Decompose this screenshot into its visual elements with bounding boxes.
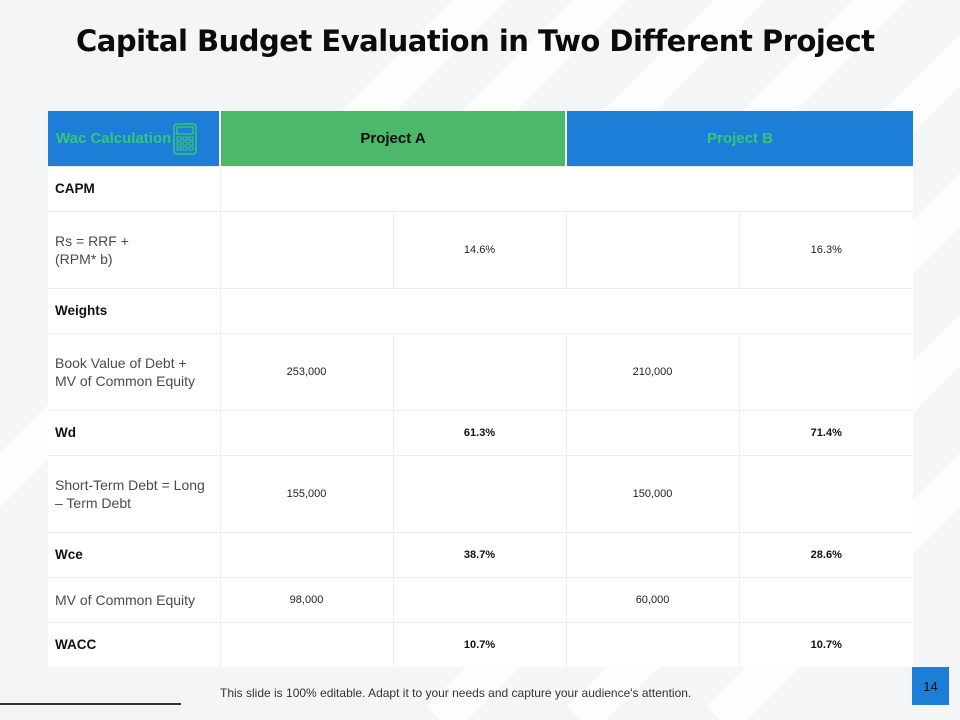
wd-project-b-value: 71.4% [738,410,914,456]
table-row: Wce 38.7% 28.6% [48,532,914,578]
footer-note: This slide is 100% editable. Adapt it to… [220,686,692,700]
wce-project-a-value: 38.7% [392,532,567,578]
wacc-project-b-value: 10.7% [738,622,914,667]
wacc-table: Wac Calculation Project A P [48,111,914,667]
page-title: Capital Budget Evaluation in Two Differe… [76,24,875,58]
table-row: MV of Common Equity 98,000 60,000 [48,577,914,623]
short-term-project-a: 155,000 [220,455,393,533]
row-label-weights: Weights [48,288,221,334]
row-label-short-term-debt: Short-Term Debt = Long – Term Debt [48,455,221,533]
rs-project-a-value: 14.6% [392,211,567,289]
table-row: WACC 10.7% 10.7% [48,622,914,667]
header-wac-calculation: Wac Calculation [48,111,221,167]
row-label-wd: Wd [48,410,221,456]
book-value-project-a: 253,000 [220,333,393,411]
footer-divider [0,703,181,705]
table-header-row: Wac Calculation Project A P [48,111,914,167]
table-row: Book Value of Debt + MV of Common Equity… [48,333,914,411]
table-row: Rs = RRF + (RPM* b) 14.6% 16.3% [48,211,914,289]
header-project-b: Project B [566,111,914,167]
table-row: Wd 61.3% 71.4% [48,410,914,456]
table-row: Weights [48,288,914,334]
row-label-wacc: WACC [48,622,221,667]
short-term-project-b: 150,000 [565,455,740,533]
wce-project-b-value: 28.6% [738,532,914,578]
header-project-a: Project A [220,111,568,167]
wd-project-a-value: 61.3% [392,410,567,456]
mv-equity-project-b: 60,000 [565,577,740,623]
book-value-project-b: 210,000 [565,333,740,411]
wacc-project-a-value: 10.7% [392,622,567,667]
row-label-mv-equity: MV of Common Equity [48,577,221,623]
row-label-book-value: Book Value of Debt + MV of Common Equity [48,333,221,411]
row-label-capm: CAPM [48,166,221,212]
table-row: CAPM [48,166,914,212]
row-label-rs: Rs = RRF + (RPM* b) [48,211,221,289]
row-label-wce: Wce [48,532,221,578]
rs-project-b-value: 16.3% [738,211,914,289]
header-wac-label: Wac Calculation [56,130,172,147]
table-row: Short-Term Debt = Long – Term Debt 155,0… [48,455,914,533]
calculator-icon [173,122,197,155]
mv-equity-project-a: 98,000 [220,577,393,623]
page-number: 14 [912,667,949,705]
